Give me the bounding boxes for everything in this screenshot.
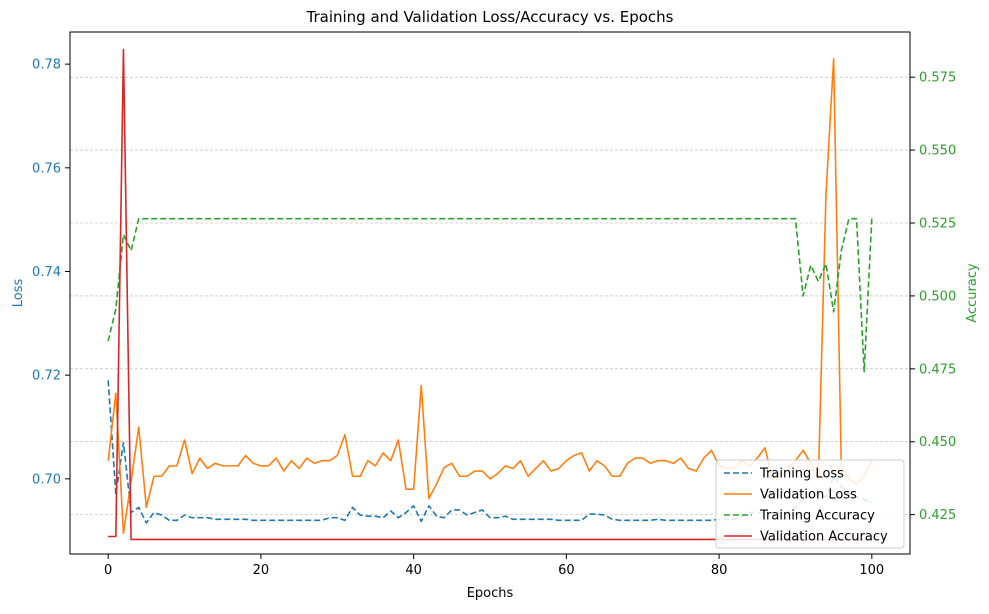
left-tick-label-4: 0.78 (32, 58, 61, 73)
x-tick-label-1: 20 (253, 563, 270, 578)
x-tick-label-4: 80 (711, 563, 728, 578)
x-axis-ticks: 0 20 40 60 80 100 (104, 554, 884, 578)
x-axis-label: Epochs (467, 586, 514, 601)
legend-label-validation-accuracy: Validation Accuracy (760, 530, 888, 545)
right-tick-label-0: 0.425 (919, 508, 956, 523)
right-tick-label-5: 0.550 (919, 144, 956, 159)
left-axis-label: Loss (11, 279, 26, 308)
right-tick-label-4: 0.525 (919, 217, 956, 232)
series-line-training-accuracy (107, 217, 873, 373)
grid-layer (70, 76, 910, 515)
legend-box (715, 459, 905, 549)
legend-label-training-accuracy: Training Accuracy (759, 509, 875, 524)
right-tick-label-6: 0.575 (919, 71, 956, 86)
right-tick-label-3: 0.500 (919, 289, 956, 304)
left-tick-label-2: 0.74 (32, 265, 61, 280)
legend-label-training-loss: Training Loss (759, 467, 844, 482)
x-tick-label-2: 40 (405, 563, 422, 578)
x-tick-label-0: 0 (104, 563, 112, 578)
legend: Training Loss Validation Loss Training Acc… (715, 459, 905, 549)
right-axis-label: Accuracy (965, 263, 980, 323)
legend-label-validation-loss: Validation Loss (760, 488, 857, 503)
left-tick-label-3: 0.76 (32, 161, 61, 176)
left-tick-label-0: 0.70 (32, 472, 61, 487)
x-tick-label-5: 100 (859, 563, 884, 578)
x-tick-label-3: 60 (558, 563, 575, 578)
right-tick-label-2: 0.475 (919, 362, 956, 377)
plot-frame (69, 31, 911, 555)
chart-title: Training and Validation Loss/Accuracy vs… (306, 8, 674, 26)
left-axis-ticks: 0.70 0.72 0.74 0.76 0.78 (32, 58, 70, 487)
right-tick-label-1: 0.450 (919, 435, 956, 450)
left-tick-label-1: 0.72 (32, 369, 61, 384)
right-axis-ticks: 0.425 0.450 0.475 0.500 0.525 0.550 0.575 (910, 71, 956, 523)
